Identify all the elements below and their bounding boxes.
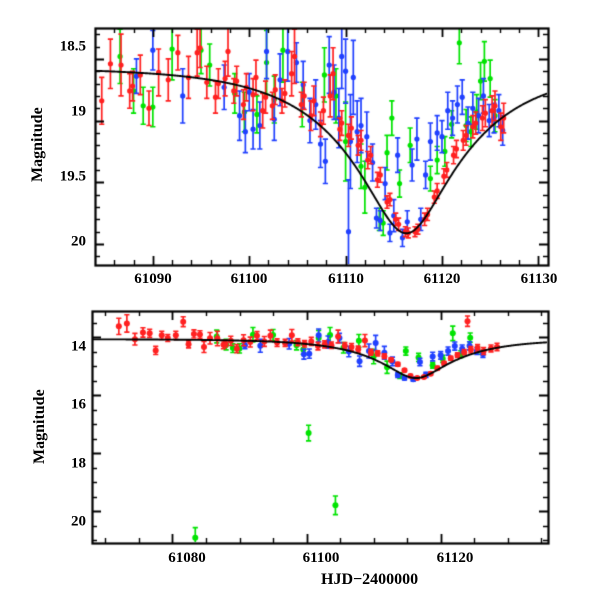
bottom-panel-ytick-14: 14 (71, 338, 86, 355)
top-panel-xtick-61100: 61100 (230, 271, 268, 287)
top-panel-xtick-61120: 61120 (423, 271, 461, 287)
bottom-panel-x-axis-title: HJD−2400000 (321, 571, 419, 588)
top-panel-xtick-61110: 61110 (328, 271, 364, 287)
top-panel-ytick-19: 19 (71, 103, 86, 120)
top-panel-ytick-18.5: 18.5 (59, 38, 86, 55)
bottom-panel-xtick-61100: 61100 (302, 550, 340, 566)
bottom-panel-xtick-61080: 61080 (168, 550, 206, 566)
top-panel-xtick-61090: 61090 (134, 271, 172, 287)
top-panel-ytick-19.5: 19.5 (59, 168, 86, 185)
bottom-panel-ytick-16: 16 (71, 396, 86, 413)
bottom-panel-ytick-20: 20 (71, 513, 86, 530)
top-panel-ytick-20: 20 (71, 233, 86, 250)
bottom-panel-ytick-18: 18 (71, 455, 86, 472)
bottom-panel-xtick-61120: 61120 (436, 550, 474, 566)
top-panel-xtick-61130: 61130 (520, 271, 558, 287)
